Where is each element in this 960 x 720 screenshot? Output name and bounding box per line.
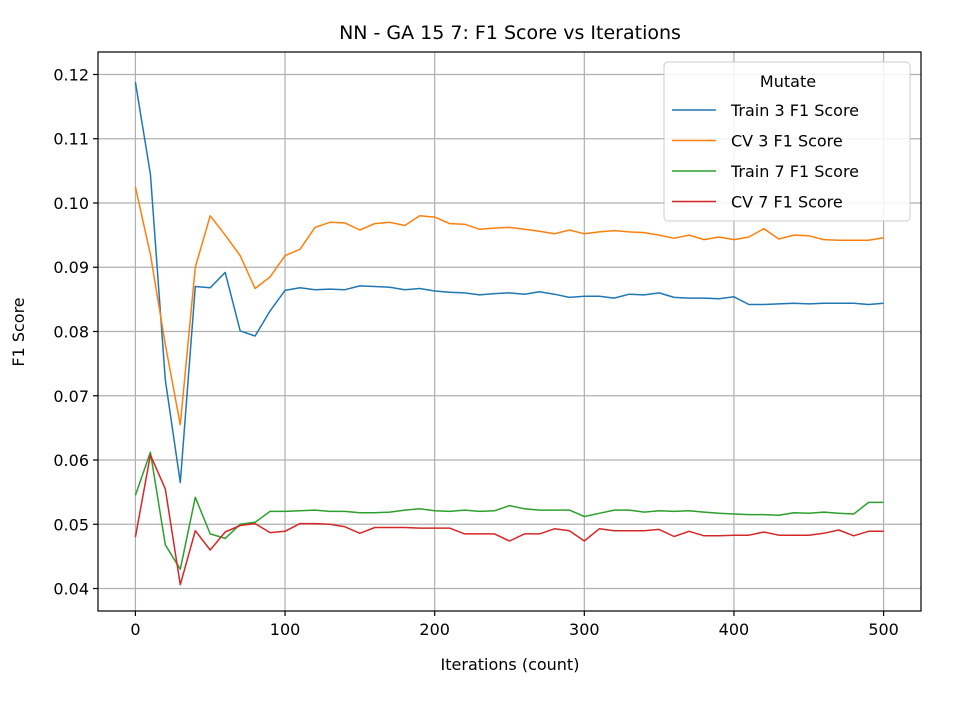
x-tick-label: 300 (569, 620, 600, 639)
y-tick-label: 0.05 (53, 515, 89, 534)
legend-box (663, 61, 911, 222)
chart-title: NN - GA 15 7: F1 Score vs Iterations (339, 22, 681, 44)
y-tick-label: 0.04 (53, 580, 89, 599)
y-tick-label: 0.08 (53, 323, 89, 342)
x-tick-label: 100 (270, 620, 301, 639)
y-tick-label: 0.10 (53, 194, 89, 213)
y-tick-label: 0.12 (53, 65, 89, 84)
y-tick-label: 0.11 (53, 130, 89, 149)
y-tick-label: 0.06 (53, 451, 89, 470)
x-tick-label: 200 (419, 620, 450, 639)
series-line-2 (134, 186, 884, 426)
legend-label-1: Train 3 F1 Score (730, 101, 859, 120)
y-tick-label: 0.09 (53, 258, 89, 277)
y-axis-label: F1 Score (9, 297, 28, 366)
x-tick-label: 400 (719, 620, 750, 639)
x-tick-label: 0 (130, 620, 140, 639)
x-axis: 0 100 200 300 400 500 (130, 611, 899, 639)
y-tick-label: 0.07 (53, 387, 89, 406)
x-axis-label: Iterations (count) (441, 655, 580, 674)
legend-label-4: CV 7 F1 Score (731, 193, 843, 212)
legend-title: Mutate (760, 72, 816, 91)
legend-label-2: CV 3 F1 Score (731, 132, 843, 151)
series-line-4 (134, 454, 884, 586)
y-axis: 0.04 0.05 0.06 0.07 0.08 0.09 0.10 0.11 0.12 (53, 65, 98, 599)
x-tick-label: 500 (868, 620, 899, 639)
series-layer (134, 82, 884, 586)
grid-lines (98, 52, 921, 611)
legend-items: Train 3 F1 Score CV 3 F1 Score Train 7 F1 … (672, 101, 859, 212)
series-line-3 (134, 451, 884, 570)
legend-label-3: Train 7 F1 Score (730, 162, 859, 181)
series-line-1 (134, 82, 884, 484)
